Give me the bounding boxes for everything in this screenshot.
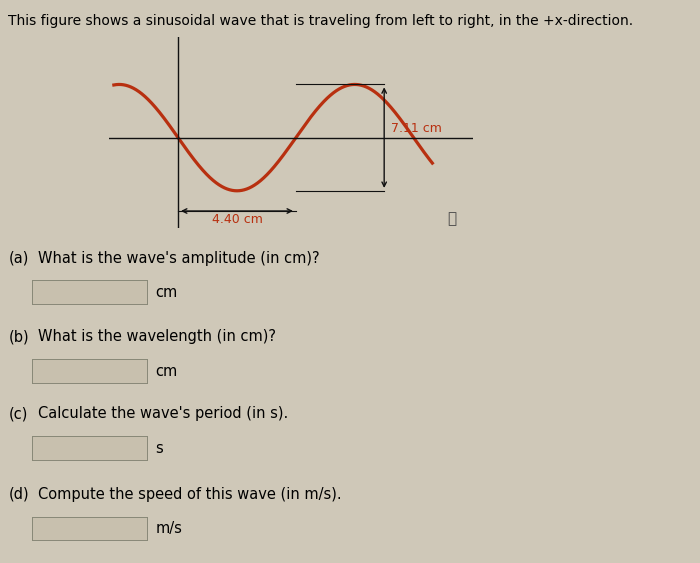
Text: (d): (d) (8, 487, 29, 502)
Text: What is the wave's amplitude (in cm)?: What is the wave's amplitude (in cm)? (38, 251, 320, 266)
Text: m/s: m/s (155, 521, 182, 536)
Text: s: s (155, 441, 163, 455)
Text: (c): (c) (8, 406, 28, 422)
Text: (b): (b) (8, 329, 29, 345)
Text: cm: cm (155, 364, 178, 378)
Text: This figure shows a sinusoidal wave that is traveling from left to right, in the: This figure shows a sinusoidal wave that… (8, 14, 634, 28)
Text: cm: cm (155, 285, 178, 300)
Text: ⓘ: ⓘ (447, 211, 456, 226)
Text: 4.40 cm: 4.40 cm (211, 213, 262, 226)
Text: What is the wavelength (in cm)?: What is the wavelength (in cm)? (38, 329, 276, 345)
Text: Calculate the wave's period (in s).: Calculate the wave's period (in s). (38, 406, 288, 422)
Text: (a): (a) (8, 251, 29, 266)
Text: Compute the speed of this wave (in m/s).: Compute the speed of this wave (in m/s). (38, 487, 342, 502)
Text: 7.11 cm: 7.11 cm (391, 122, 442, 135)
